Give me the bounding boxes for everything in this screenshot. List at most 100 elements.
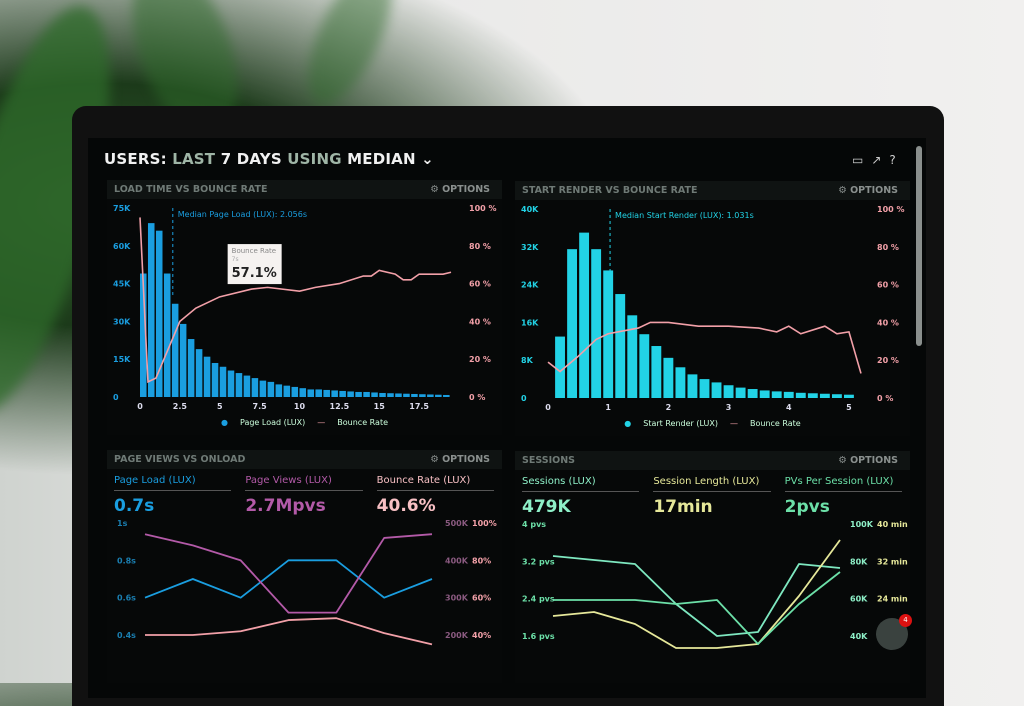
share-icon[interactable]: ↗ — [871, 153, 882, 167]
bar — [227, 370, 235, 397]
stat-value: 2pvs — [784, 497, 830, 517]
bar — [711, 382, 722, 398]
bar — [307, 389, 315, 397]
y-tick-label: 32K — [521, 243, 539, 252]
y-tick-label: 4 pvs — [522, 520, 546, 529]
panel-title: START RENDER VS BOUNCE RATE — [522, 185, 698, 196]
title-users: USERS: — [104, 150, 167, 168]
bar — [747, 389, 758, 398]
options-button[interactable]: ⚙ OPTIONS — [430, 454, 490, 465]
panel-title: PAGE VIEWS VS ONLOAD — [114, 454, 246, 465]
y2-tick-label: 80 % — [877, 243, 899, 252]
chart-svg: 1.6 pvs 2.4 pvs 3.2 pvs 4 pvs 40K 60K 80K 100K 2… — [522, 520, 908, 649]
bar — [363, 391, 370, 397]
options-button[interactable]: ⚙ OPTIONS — [838, 455, 898, 466]
legend-item: Page Load (LUX) — [239, 418, 306, 427]
legend-item: Bounce Rate — [337, 418, 388, 427]
chevron-down-icon[interactable]: ⌄ — [421, 150, 434, 168]
page-title[interactable]: USERS: LAST 7 DAYS USING MEDIAN ⌄ — [104, 150, 434, 168]
notification-badge: 4 — [899, 614, 912, 627]
options-button[interactable]: ⚙ OPTIONS — [430, 184, 490, 195]
bar — [819, 393, 830, 398]
median-annotation: Median Start Render (LUX): 1.031s — [615, 211, 754, 220]
bar — [211, 362, 219, 397]
y2-tick-label: 60 % — [469, 280, 491, 289]
bounce-rate-line — [547, 321, 862, 374]
series-line — [144, 533, 433, 614]
bar — [411, 393, 418, 397]
panel-start-render: START RENDER VS BOUNCE RATE ⚙ OPTIONS ● St… — [515, 181, 910, 436]
y2-tick-label: 40 % — [469, 317, 491, 326]
y2-tick-label: 0 % — [877, 394, 893, 403]
y3-tick-label: 80% — [472, 556, 491, 565]
chart-svg: 0 15K 30K 45K 60K 75K 0 % 20 % 40 % 60 % 80 % 100 %… — [113, 204, 497, 411]
y2-tick-label: 20 % — [877, 356, 899, 365]
bar — [291, 386, 299, 397]
bar — [651, 346, 662, 398]
bar — [251, 378, 259, 397]
y-tick-label: 24K — [521, 281, 539, 290]
y2-tick-label: 300K — [445, 594, 469, 603]
bar — [315, 389, 322, 397]
y2-tick-label: 20 % — [469, 355, 491, 364]
y3-tick-label: 40 min — [877, 520, 908, 529]
y-tick-label: 15K — [113, 355, 131, 364]
bar — [323, 389, 330, 397]
panel-load-time: LOAD TIME VS BOUNCE RATE ⚙ OPTIONS ● Page … — [107, 180, 502, 435]
monitor-icon[interactable]: ▭ — [852, 153, 864, 167]
y-tick-label: 2.4 pvs — [522, 595, 555, 604]
bar — [187, 339, 195, 397]
bar — [403, 393, 410, 397]
panel-title: LOAD TIME VS BOUNCE RATE — [114, 184, 268, 195]
x-tick-label: 12.5 — [330, 402, 350, 411]
y-tick-label: 60K — [113, 242, 131, 251]
bar — [387, 393, 394, 397]
y3-tick-label: 100% — [472, 519, 497, 528]
bar — [267, 381, 275, 397]
bar — [235, 373, 243, 397]
panel-sessions: SESSIONS ⚙ OPTIONS Sessions (LUX) 479K Ses… — [515, 451, 910, 683]
bar — [219, 366, 227, 397]
help-icon[interactable]: ? — [889, 153, 896, 167]
bar — [795, 392, 806, 398]
y2-tick-label: 100 % — [469, 204, 497, 213]
y2-tick-label: 400K — [445, 556, 469, 565]
bar — [203, 356, 211, 397]
x-tick-label: 4 — [786, 403, 792, 412]
bar — [347, 391, 354, 397]
x-tick-label: 0 — [137, 402, 143, 411]
series-line — [553, 571, 841, 645]
bar — [579, 232, 590, 398]
bar — [615, 294, 626, 398]
series-line — [145, 617, 433, 646]
bar — [275, 384, 283, 397]
bar — [663, 357, 674, 398]
median-annotation: Median Page Load (LUX): 2.056s — [178, 210, 307, 219]
x-tick-label: 5 — [217, 402, 223, 411]
scrollbar[interactable] — [916, 146, 922, 346]
y2-tick-label: 80 % — [469, 242, 491, 251]
title-using: USING — [287, 150, 342, 168]
bar — [259, 380, 267, 397]
bar — [699, 379, 710, 398]
options-button[interactable]: ⚙ OPTIONS — [838, 185, 898, 196]
bar — [771, 391, 782, 398]
y2-tick-label: 60 % — [877, 281, 899, 290]
bar — [591, 249, 602, 398]
plant-leaf — [291, 0, 409, 116]
legend-item: Start Render (LUX) — [643, 419, 718, 428]
bar — [675, 367, 686, 398]
title-last: LAST — [172, 150, 216, 168]
x-tick-label: 7.5 — [253, 402, 268, 411]
stat-label: Bounce Rate (LUX) — [376, 475, 494, 491]
stat-value: 40.6% — [376, 496, 436, 516]
y-tick-label: 3.2 pvs — [522, 557, 555, 566]
y-tick-label: 45K — [113, 280, 131, 289]
stat-label: Sessions (LUX) — [522, 476, 640, 492]
stat-label: Session Length (LUX) — [653, 476, 771, 492]
bar — [687, 374, 698, 398]
bar — [371, 392, 378, 397]
y3-tick-label: 24 min — [877, 595, 908, 604]
bar — [783, 391, 794, 398]
y2-tick-label: 100K — [850, 520, 874, 529]
